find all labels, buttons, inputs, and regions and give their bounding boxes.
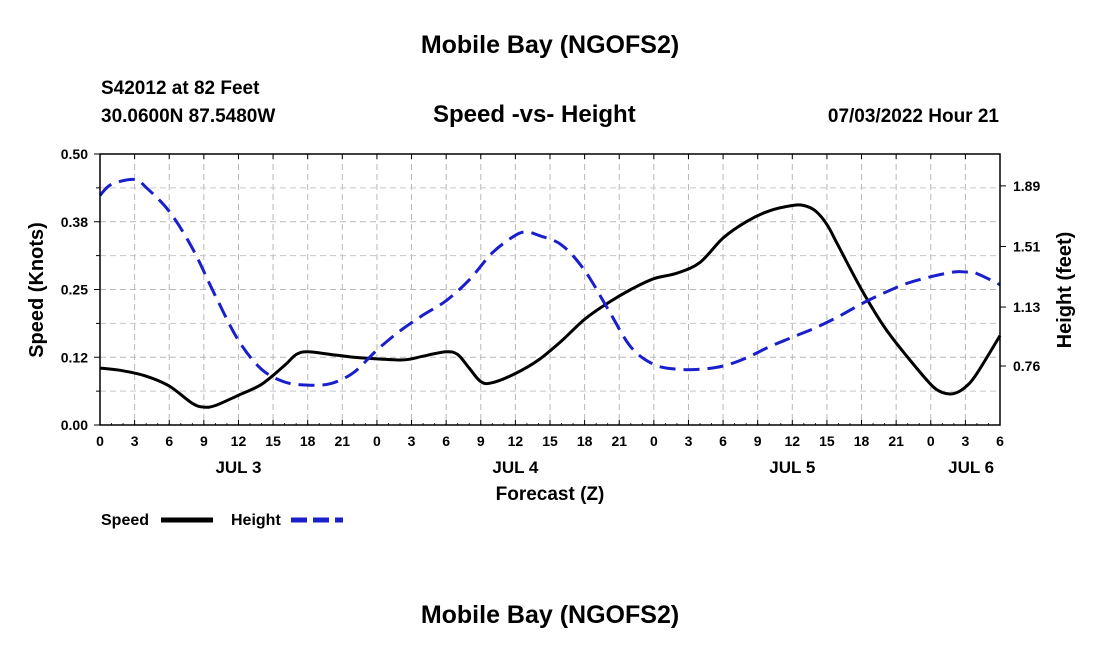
- x-tick-label: 18: [854, 433, 870, 449]
- date-label: JUL 6: [948, 458, 994, 477]
- y-left-tick-label: 0.12: [61, 349, 88, 365]
- date-label: JUL 3: [215, 458, 261, 477]
- x-tick-label: 9: [754, 433, 762, 449]
- x-tick-label: 15: [542, 433, 558, 449]
- x-tick-label: 3: [961, 433, 969, 449]
- station-label: S42012 at 82 Feet: [101, 78, 260, 99]
- legend-label-speed: Speed: [101, 512, 149, 529]
- y-left-tick-label: 0.25: [61, 282, 88, 298]
- x-tick-label: 12: [231, 433, 247, 449]
- x-tick-label: 6: [719, 433, 727, 449]
- x-tick-label: 12: [785, 433, 801, 449]
- x-tick-label: 3: [408, 433, 416, 449]
- x-tick-label: 0: [650, 433, 658, 449]
- date-label: JUL 5: [769, 458, 815, 477]
- chart-title: Speed -vs- Height: [433, 101, 636, 128]
- x-tick-label: 18: [300, 433, 316, 449]
- x-tick-label: 6: [442, 433, 450, 449]
- x-tick-label: 9: [477, 433, 485, 449]
- x-axis-label: Forecast (Z): [496, 484, 605, 505]
- y-left-tick-label: 0.38: [61, 214, 88, 230]
- datetime-label: 07/03/2022 Hour 21: [827, 106, 999, 127]
- coordinates-label: 30.0600N 87.5480W: [101, 106, 276, 127]
- y-axis-label-right: Height (feet): [1054, 232, 1076, 349]
- series-line-height: [98, 177, 1001, 387]
- x-tick-label: 15: [819, 433, 835, 449]
- x-tick-label: 0: [96, 433, 104, 449]
- x-tick-label: 3: [685, 433, 693, 449]
- x-tick-label: 6: [996, 433, 1004, 449]
- footer-title: Mobile Bay (NGOFS2): [420, 601, 680, 629]
- x-tick-label: 6: [165, 433, 173, 449]
- y-left-tick-label: 0.00: [61, 417, 88, 433]
- y-right-tick-label: 0.76: [1013, 358, 1040, 374]
- x-tick-label: 0: [927, 433, 935, 449]
- legend-label-height: Height: [231, 512, 281, 529]
- x-tick-label: 15: [265, 433, 281, 449]
- x-tick-label: 18: [577, 433, 593, 449]
- y-axis-label-left: Speed (Knots): [26, 222, 48, 358]
- x-tick-label: 21: [611, 433, 627, 449]
- y-right-tick-label: 1.13: [1013, 299, 1040, 315]
- x-tick-label: 12: [508, 433, 524, 449]
- y-right-tick-label: 1.51: [1013, 238, 1040, 254]
- series-line-speed: [99, 203, 1002, 409]
- x-tick-label: 0: [373, 433, 381, 449]
- x-tick-label: 21: [335, 433, 351, 449]
- date-label: JUL 4: [492, 458, 539, 477]
- x-tick-label: 21: [888, 433, 904, 449]
- y-right-tick-label: 1.89: [1013, 178, 1040, 194]
- x-tick-label: 9: [200, 433, 208, 449]
- x-tick-label: 3: [131, 433, 139, 449]
- y-left-tick-label: 0.50: [61, 146, 88, 162]
- page-title: Mobile Bay (NGOFS2): [420, 31, 680, 59]
